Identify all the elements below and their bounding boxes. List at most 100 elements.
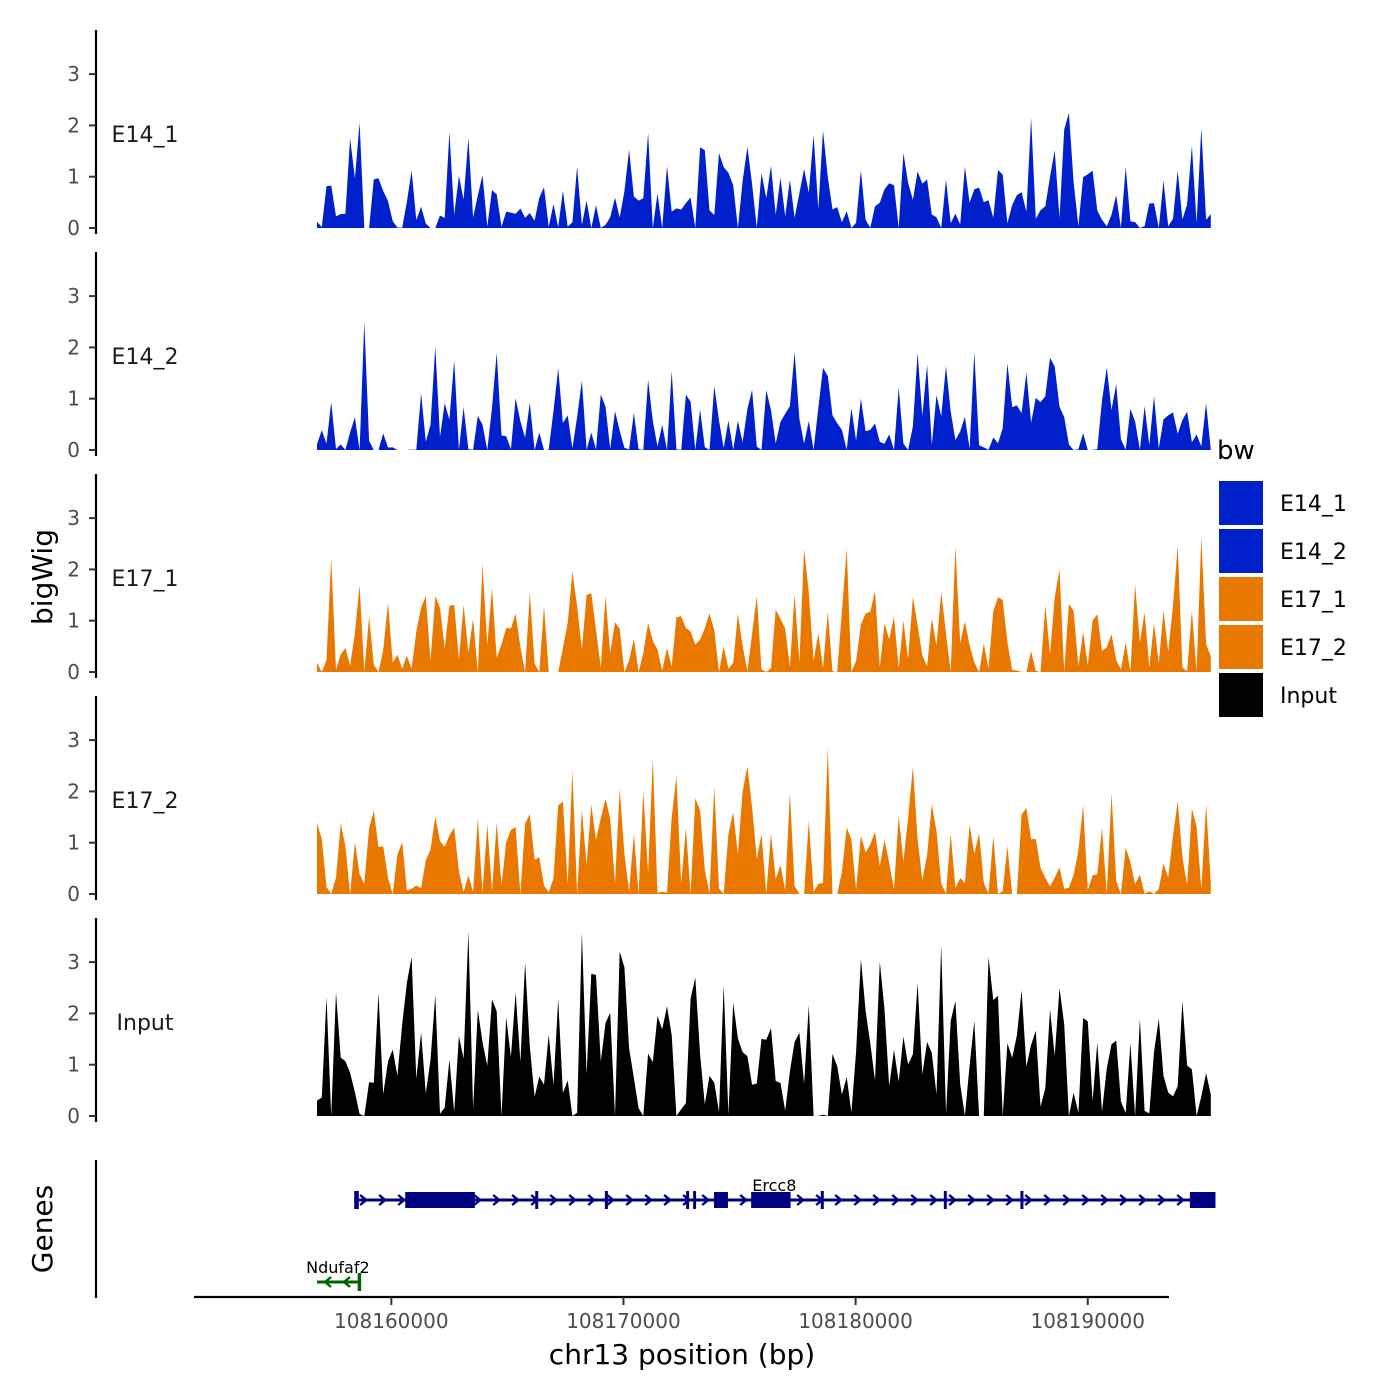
legend-key-Input — [1217, 671, 1265, 719]
gene-Ndufaf2: Ndufaf2 — [306, 1258, 370, 1291]
track-label: Input — [117, 1011, 174, 1036]
y-tick-label: 2 — [67, 335, 80, 359]
y-tick-label: 3 — [67, 62, 80, 86]
strand-arrow — [644, 1194, 654, 1206]
x-tick-label: 108170000 — [566, 1309, 681, 1333]
gene-models: Ercc8 Ndufaf2 — [306, 1176, 1216, 1291]
gene-Ercc8: Ercc8 — [354, 1176, 1216, 1209]
exon — [405, 1192, 475, 1208]
coverage-area-E17_1 — [317, 536, 1211, 672]
y-tick-label: 0 — [67, 660, 80, 684]
track-E14_1: 0 1 2 3 E14_1 — [67, 30, 1211, 240]
strand-arrow — [1157, 1194, 1167, 1206]
legend-key-E17_1 — [1217, 575, 1265, 623]
strand-arrow — [682, 1194, 692, 1206]
x-tick-label: 108180000 — [798, 1309, 913, 1333]
strand-arrow — [1081, 1194, 1091, 1206]
legend-label: E17_2 — [1280, 636, 1347, 661]
legend-label: E14_2 — [1280, 540, 1347, 565]
genes-axis-title: Genes — [26, 1185, 59, 1273]
track-E17_2: 0 1 2 3 E17_2 — [67, 696, 1211, 906]
strand-arrow — [872, 1194, 882, 1206]
strand-arrow — [625, 1194, 635, 1206]
y-tick-label: 2 — [67, 557, 80, 581]
coverage-area-E14_2 — [317, 321, 1211, 450]
strand-arrow — [1119, 1194, 1129, 1206]
strand-arrow — [549, 1194, 559, 1206]
y-tick-label: 3 — [67, 284, 80, 308]
strand-arrow — [663, 1194, 673, 1206]
legend-key-E14_2 — [1217, 527, 1265, 575]
coverage-area-Input — [317, 931, 1211, 1116]
y-tick-label: 1 — [67, 165, 80, 189]
track-E17_1: 0 1 2 3 E17_1 — [67, 474, 1211, 684]
strand-arrow — [853, 1194, 863, 1206]
y-tick-label: 1 — [67, 609, 80, 633]
strand-arrow — [397, 1194, 407, 1206]
exon — [357, 1273, 362, 1291]
x-tick-label: 108190000 — [1030, 1309, 1145, 1333]
track-E14_2: 0 1 2 3 E14_2 — [67, 252, 1211, 462]
track-panels: 0 1 2 3 E14_1 0 1 2 3 E14_2 0 1 2 3 E17_1 0 1 2 3 E17_2 0 1 2 3… — [67, 30, 1211, 1128]
strand-arrow — [568, 1194, 578, 1206]
strand-arrow — [910, 1194, 920, 1206]
strand-arrow — [378, 1194, 388, 1206]
strand-arrow — [967, 1194, 977, 1206]
y-tick-label: 3 — [67, 506, 80, 530]
legend-key-E14_1 — [1217, 479, 1265, 527]
exon — [943, 1191, 947, 1209]
track-label: E14_1 — [112, 123, 179, 148]
x-tick-label: 108160000 — [334, 1309, 449, 1333]
strand-arrow — [986, 1194, 996, 1206]
track-label: E14_2 — [112, 345, 179, 370]
strand-arrow — [948, 1194, 958, 1206]
strand-arrow — [473, 1194, 483, 1206]
y-tick-label: 0 — [67, 216, 80, 240]
strand-arrow — [701, 1194, 711, 1206]
track-Input: 0 1 2 3 Input — [67, 918, 1211, 1128]
y-tick-label: 2 — [67, 1001, 80, 1025]
exon — [1020, 1191, 1024, 1209]
exon — [354, 1191, 359, 1209]
strand-arrow — [929, 1194, 939, 1206]
strand-arrow — [1176, 1194, 1186, 1206]
y-tick-label: 1 — [67, 1053, 80, 1077]
legend-label: E14_1 — [1280, 492, 1347, 517]
strand-arrow — [1138, 1194, 1148, 1206]
y-tick-label: 3 — [67, 728, 80, 752]
y-tick-label: 0 — [67, 1104, 80, 1128]
exon — [693, 1191, 697, 1209]
y-tick-label: 3 — [67, 950, 80, 974]
legend: bw E14_1 E14_2 E17_1 E17_2 Input — [1217, 436, 1347, 719]
y-axis-title: bigWig — [26, 529, 59, 625]
strand-arrow — [1043, 1194, 1053, 1206]
strand-arrow — [834, 1194, 844, 1206]
strand-arrow — [796, 1194, 806, 1206]
exon — [604, 1191, 608, 1209]
strand-arrow — [492, 1194, 502, 1206]
x-axis-ticks: 108160000 108170000 108180000 108190000 — [334, 1297, 1145, 1333]
strand-arrow — [1024, 1194, 1034, 1206]
y-tick-label: 2 — [67, 779, 80, 803]
legend-title: bw — [1217, 436, 1255, 466]
gene-label: Ercc8 — [752, 1176, 796, 1195]
strand-arrow — [511, 1194, 521, 1206]
strand-arrow — [606, 1194, 616, 1206]
strand-arrow — [359, 1194, 369, 1206]
x-axis-title: chr13 position (bp) — [549, 1338, 815, 1371]
exon — [535, 1191, 539, 1209]
exon — [820, 1191, 824, 1209]
coverage-area-E14_1 — [317, 112, 1211, 228]
exon — [1189, 1192, 1216, 1208]
coverage-area-E17_2 — [317, 747, 1211, 894]
legend-label: Input — [1280, 684, 1337, 709]
track-label: E17_1 — [112, 567, 179, 592]
y-tick-label: 1 — [67, 387, 80, 411]
strand-arrow — [1062, 1194, 1072, 1206]
strand-arrow — [1005, 1194, 1015, 1206]
strand-arrow — [891, 1194, 901, 1206]
y-tick-label: 0 — [67, 882, 80, 906]
exon — [686, 1191, 690, 1209]
strand-arrow — [1100, 1194, 1110, 1206]
